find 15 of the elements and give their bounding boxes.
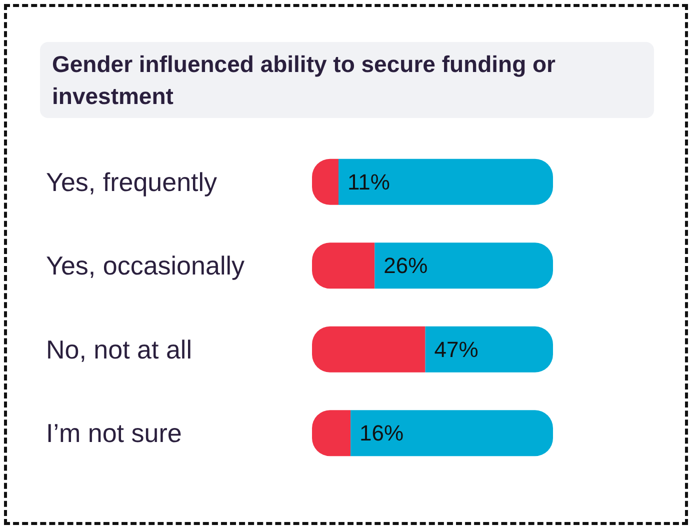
y-tick-label: Yes, occasionally	[46, 250, 244, 281]
data-label: 47%	[434, 336, 478, 362]
y-tick-label: I’m not sure	[46, 418, 182, 448]
bar	[374, 242, 553, 289]
data-label: 11%	[348, 169, 390, 194]
y-tick-label: Yes, frequently	[46, 166, 218, 197]
chart-title: Gender influenced ability to secure funding or investment	[52, 51, 562, 109]
bar	[350, 410, 553, 456]
data-label: 16%	[360, 420, 404, 446]
bar	[312, 242, 375, 289]
bar	[425, 326, 553, 372]
bar	[338, 158, 553, 205]
data-label: 26%	[384, 253, 428, 278]
y-tick-label: No, not at all	[46, 334, 192, 364]
bar	[312, 326, 426, 372]
